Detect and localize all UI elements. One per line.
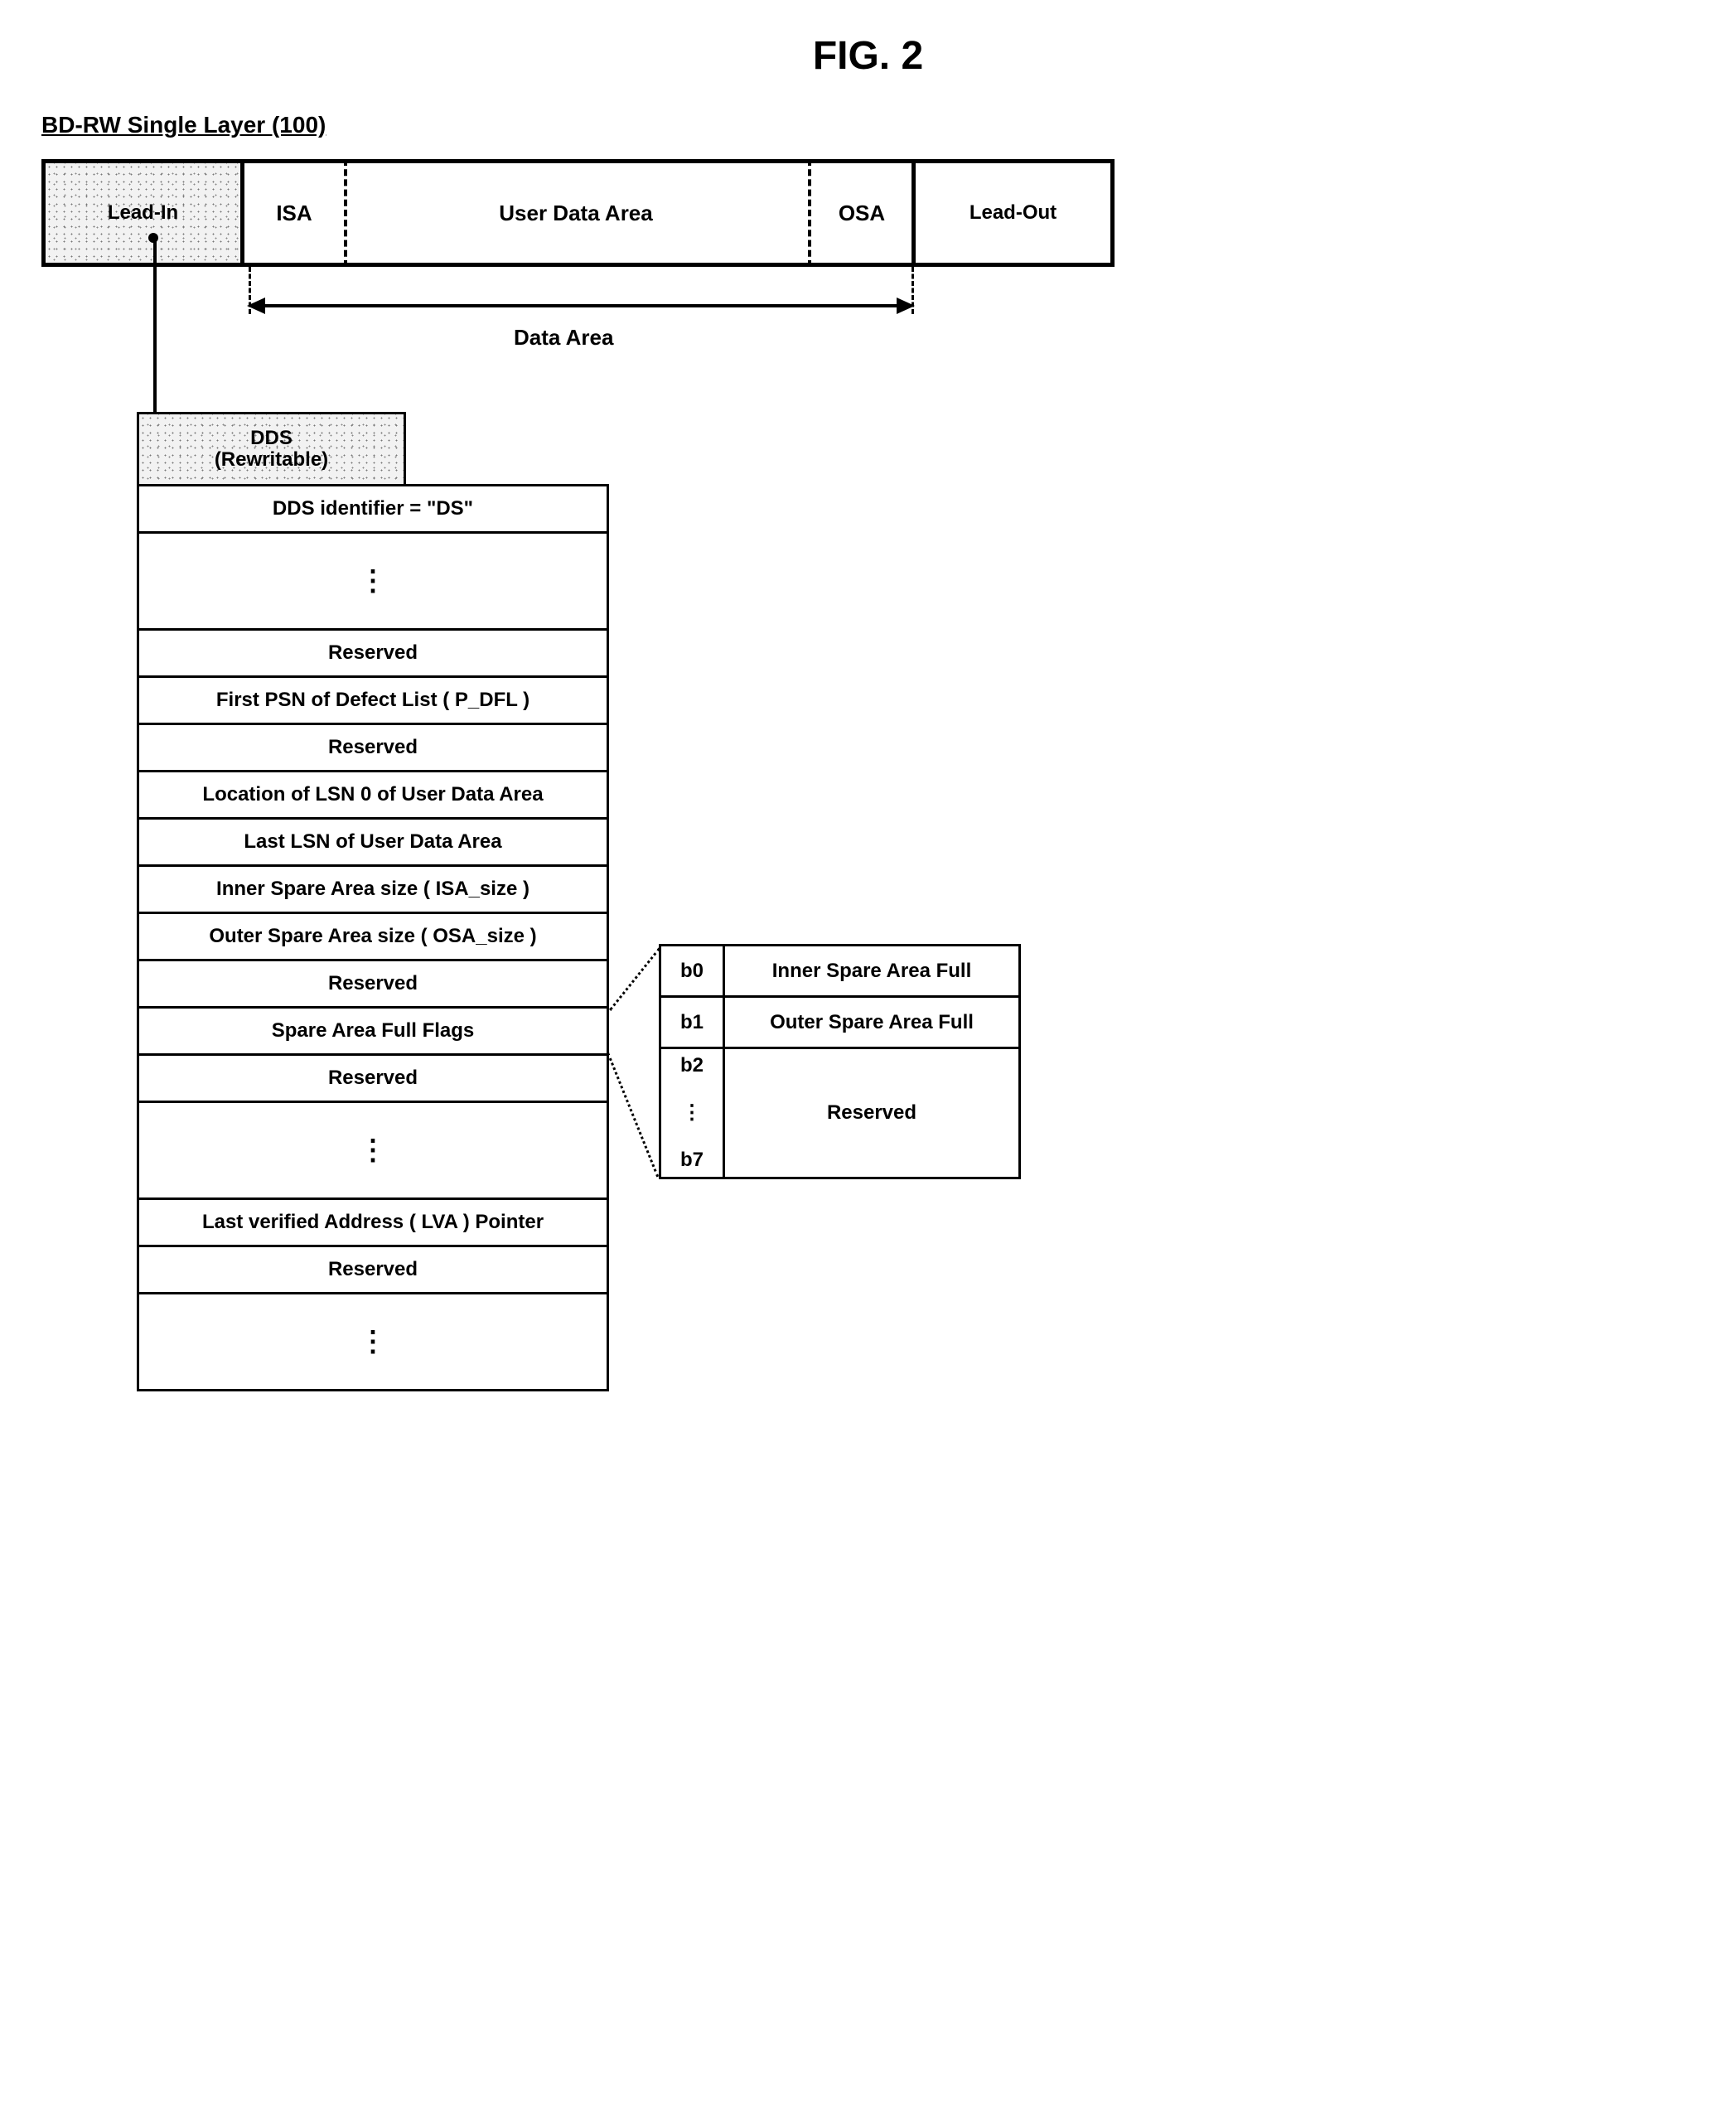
dds-row-15: ⋮ [137,1292,609,1391]
user-data-label: User Data Area [344,159,808,267]
dds-row-14: Reserved [137,1245,609,1294]
lead-out-cell: Lead-Out [916,159,1115,267]
callout-line-bot [607,1052,659,1177]
dds-row-13: Last verified Address ( LVA ) Pointer [137,1197,609,1247]
dds-row-9: Reserved [137,959,609,1009]
dds-row-4: Reserved [137,723,609,772]
lead-in-cell: Lead-In [41,159,244,267]
dds-row-0: DDS identifier = "DS" [137,484,609,534]
dds-row-1: ⋮ [137,531,609,631]
dds-header: DDS(Rewritable) [137,412,406,486]
dds-row-7: Inner Spare Area size ( ISA_size ) [137,864,609,914]
arrow-r [897,298,915,314]
dds-row-12: ⋮ [137,1101,609,1200]
dds-row-2: Reserved [137,628,609,678]
callout-line-top [609,947,660,1011]
flag-reserved-bits: b2⋮b7 [659,1047,725,1179]
flag-b1-bit: b1 [659,995,725,1049]
dds-row-3: First PSN of Defect List ( P_DFL ) [137,675,609,725]
dds-row-8: Outer Spare Area size ( OSA_size ) [137,912,609,961]
dds-row-6: Last LSN of User Data Area [137,817,609,867]
dds-row-5: Location of LSN 0 of User Data Area [137,770,609,820]
figure-title: FIG. 2 [41,33,1695,79]
data-area-label: Data Area [514,325,613,351]
data-area-arrow-line [257,304,903,307]
isa-label: ISA [244,159,344,267]
osa-label: OSA [808,159,916,267]
flag-b1-desc: Outer Spare Area Full [723,995,1021,1049]
flag-b0-desc: Inner Spare Area Full [723,944,1021,998]
subtitle: BD-RW Single Layer (100) [41,112,1695,138]
lead-conn-line [153,238,157,412]
flag-reserved-desc: Reserved [723,1047,1021,1179]
arrow-l [247,298,265,314]
dds-row-10: Spare Area Full Flags [137,1006,609,1056]
dds-row-11: Reserved [137,1053,609,1103]
flag-b0-bit: b0 [659,944,725,998]
diagram-canvas: Lead-InISAUser Data AreaOSALead-Out Data … [41,159,1695,2065]
